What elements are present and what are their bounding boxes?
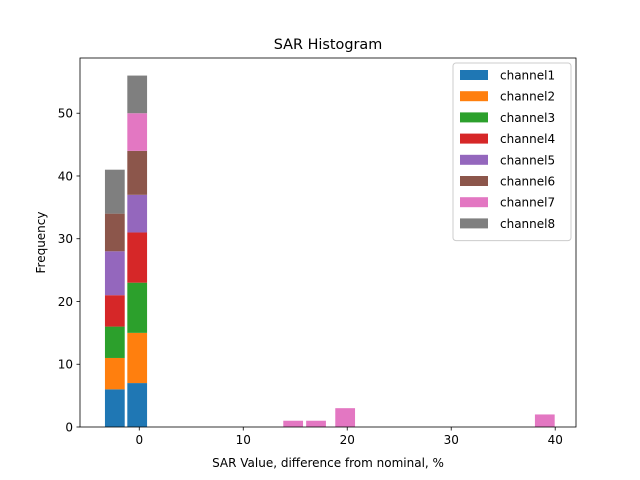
legend-label-channel2: channel2 [500,90,555,104]
bar-channel2-bin-1 [104,357,125,390]
legend-label-channel7: channel7 [500,196,555,210]
legend-label-channel6: channel6 [500,175,555,189]
legend-label-channel4: channel4 [500,132,555,146]
y-tick-label: 30 [58,232,73,246]
bar-channel7-bin-3 [283,420,304,427]
bar-channel7-bin-2 [127,113,148,151]
bar-channel1-bin-2 [127,383,148,427]
x-tick-label: 0 [135,433,143,447]
bar-channel7-bin-6 [534,414,555,427]
bar-channel6-bin-2 [127,150,148,195]
legend-label-channel8: channel8 [500,217,555,231]
x-tick-label: 30 [444,433,459,447]
legend-label-channel5: channel5 [500,153,555,167]
legend-swatch-channel5 [460,154,488,165]
legend-swatch-channel2 [460,91,488,102]
legend: channel1 channel2 channel3 channel4 channel5… [452,62,572,242]
legend-swatch-channel4 [460,133,488,144]
legend-swatch-channel3 [460,112,488,123]
bar-channel3-bin-2 [127,282,148,333]
x-axis-ticks: 0 10 20 30 40 [135,427,563,447]
bar-channel5-bin-1 [104,251,125,296]
legend-label-channel3: channel3 [500,111,555,125]
x-axis-label: SAR Value, difference from nominal, % [212,456,444,470]
legend-swatch-channel1 [460,70,488,80]
bar-channel8-bin-1 [104,169,125,214]
bar-channel3-bin-1 [104,326,125,358]
y-tick-label: 10 [58,358,73,372]
x-tick-label: 40 [548,433,563,447]
bar-channel7-bin-5 [335,408,356,427]
y-tick-label: 50 [58,107,73,121]
legend-box [452,62,572,242]
bar-channel4-bin-1 [104,295,125,327]
y-tick-label: 0 [65,421,73,435]
bar-channel1-bin-1 [104,389,125,427]
legend-label-channel1: channel1 [500,69,555,83]
bar-channel4-bin-2 [127,232,148,283]
bar-channel5-bin-2 [127,194,148,233]
legend-swatch-channel8 [460,218,488,229]
legend-swatch-channel6 [460,176,488,186]
legend-swatch-channel7 [460,197,488,208]
x-tick-label: 10 [236,433,251,447]
y-tick-label: 20 [58,295,73,309]
bar-channel6-bin-1 [104,213,125,252]
chart-title: SAR Histogram [274,37,382,53]
bars-group [104,75,555,427]
axes-frame [79,57,577,428]
y-axis-ticks: 0 10 20 30 40 50 [58,107,80,435]
bar-channel7-bin-4 [306,420,326,427]
y-tick-label: 40 [58,169,73,183]
x-tick-label: 20 [340,433,355,447]
y-axis-label: Frequency [34,212,48,274]
bar-channel8-bin-2 [127,75,148,114]
bar-channel2-bin-2 [127,332,148,384]
